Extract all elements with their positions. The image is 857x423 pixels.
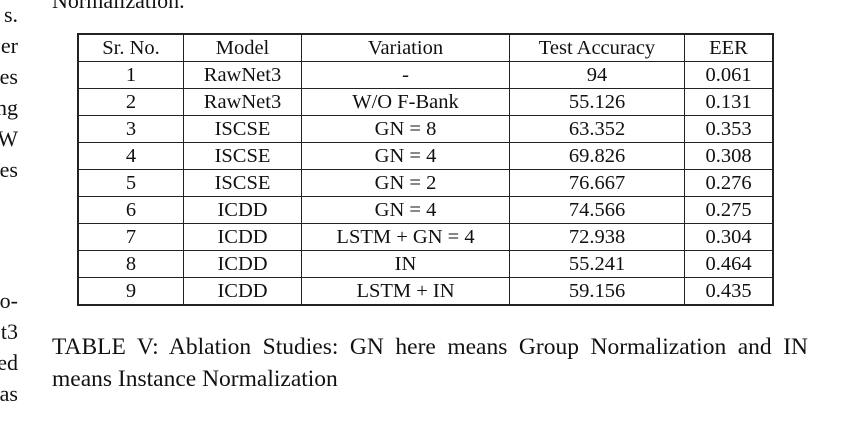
column-fragment: W: [0, 126, 18, 151]
table-row: 5 ISCSE GN = 2 76.667 0.276: [78, 169, 773, 197]
cell-eer: 0.276: [684, 169, 773, 197]
column-fragment: es: [0, 157, 18, 182]
cell-eer: 0.308: [684, 142, 773, 170]
cell-model: ICDD: [183, 250, 302, 278]
cell-sr-no: 1: [78, 61, 184, 89]
table-row: 4 ISCSE GN = 4 69.826 0.308: [78, 142, 773, 170]
column-fragment: s.: [3, 2, 18, 27]
previous-paragraph-clipped: Normalization.: [52, 0, 185, 14]
header-sr-no: Sr. No.: [78, 34, 184, 62]
cell-model: ICDD: [183, 196, 302, 224]
cell-model: ICDD: [183, 223, 302, 251]
cell-test-accuracy: 55.241: [509, 250, 685, 278]
header-test-accuracy: Test Accuracy: [509, 34, 685, 62]
header-variation: Variation: [301, 34, 510, 62]
cell-model: RawNet3: [183, 61, 302, 89]
column-fragment: o-: [0, 288, 18, 313]
table-row: 8 ICDD IN 55.241 0.464: [78, 250, 773, 278]
column-fragment: es: [0, 64, 18, 89]
cell-test-accuracy: 72.938: [509, 223, 685, 251]
column-fragment: as: [0, 381, 18, 406]
cell-model: RawNet3: [183, 88, 302, 116]
cell-eer: 0.061: [684, 61, 773, 89]
cell-sr-no: 6: [78, 196, 184, 224]
cell-eer: 0.353: [684, 115, 773, 143]
cell-eer: 0.464: [684, 250, 773, 278]
column-fragment: ng: [0, 95, 18, 120]
header-eer: EER: [684, 34, 773, 62]
cell-sr-no: 9: [78, 277, 184, 305]
cell-test-accuracy: 74.566: [509, 196, 685, 224]
cell-model: ISCSE: [183, 142, 302, 170]
cell-sr-no: 5: [78, 169, 184, 197]
cell-variation: GN = 8: [301, 115, 510, 143]
cell-eer: 0.304: [684, 223, 773, 251]
cell-variation: IN: [301, 250, 510, 278]
table-row: 1 RawNet3-94 0.061: [78, 61, 773, 89]
cell-test-accuracy: 76.667: [509, 169, 685, 197]
cell-variation: LSTM + GN = 4: [301, 223, 510, 251]
paragraph-fragment: Normalization.: [52, 0, 185, 13]
header-model: Model: [183, 34, 302, 62]
cell-sr-no: 3: [78, 115, 184, 143]
cell-sr-no: 2: [78, 88, 184, 116]
cell-variation: -: [301, 61, 510, 89]
cell-eer: 0.435: [684, 277, 773, 305]
column-fragment: t3: [0, 319, 18, 344]
cell-test-accuracy: 59.156: [509, 277, 685, 305]
cell-variation: LSTM + IN: [301, 277, 510, 305]
table-row: 9 ICDD LSTM + IN 59.156 0.435: [78, 277, 773, 305]
cell-sr-no: 8: [78, 250, 184, 278]
previous-column-clipped: s. er es ng W es o- t3 ed as: [0, 0, 20, 423]
cell-model: ISCSE: [183, 115, 302, 143]
table-row: 6 ICDD GN = 4 74.566 0.275: [78, 196, 773, 224]
column-fragment: ed: [0, 350, 18, 375]
ablation-table: Sr. No. Model Variation Test Accuracy EE…: [77, 33, 774, 306]
cell-eer: 0.131: [684, 88, 773, 116]
cell-variation: W/O F-Bank: [301, 88, 510, 116]
cell-eer: 0.275: [684, 196, 773, 224]
cell-model: ISCSE: [183, 169, 302, 197]
table-row: 7 ICDD LSTM + GN = 4 72.938 0.304: [78, 223, 773, 251]
cell-test-accuracy: 69.826: [509, 142, 685, 170]
table-header-row: Sr. No. Model Variation Test Accuracy EE…: [78, 34, 773, 62]
cell-model: ICDD: [183, 277, 302, 305]
table-row: 3 ISCSE GN = 8 63.352 0.353: [78, 115, 773, 143]
column-fragment: er: [0, 33, 18, 58]
cell-sr-no: 7: [78, 223, 184, 251]
cell-test-accuracy: 55.126: [509, 88, 685, 116]
cell-test-accuracy: 63.352: [509, 115, 685, 143]
cell-variation: GN = 2: [301, 169, 510, 197]
cell-variation: GN = 4: [301, 196, 510, 224]
table-row: 2 RawNet3 W/O F-Bank 55.126 0.131: [78, 88, 773, 116]
table-caption: TABLE V: Ablation Studies: GN here means…: [52, 334, 808, 392]
cell-sr-no: 4: [78, 142, 184, 170]
cell-test-accuracy: 94: [509, 61, 685, 89]
cell-variation: GN = 4: [301, 142, 510, 170]
